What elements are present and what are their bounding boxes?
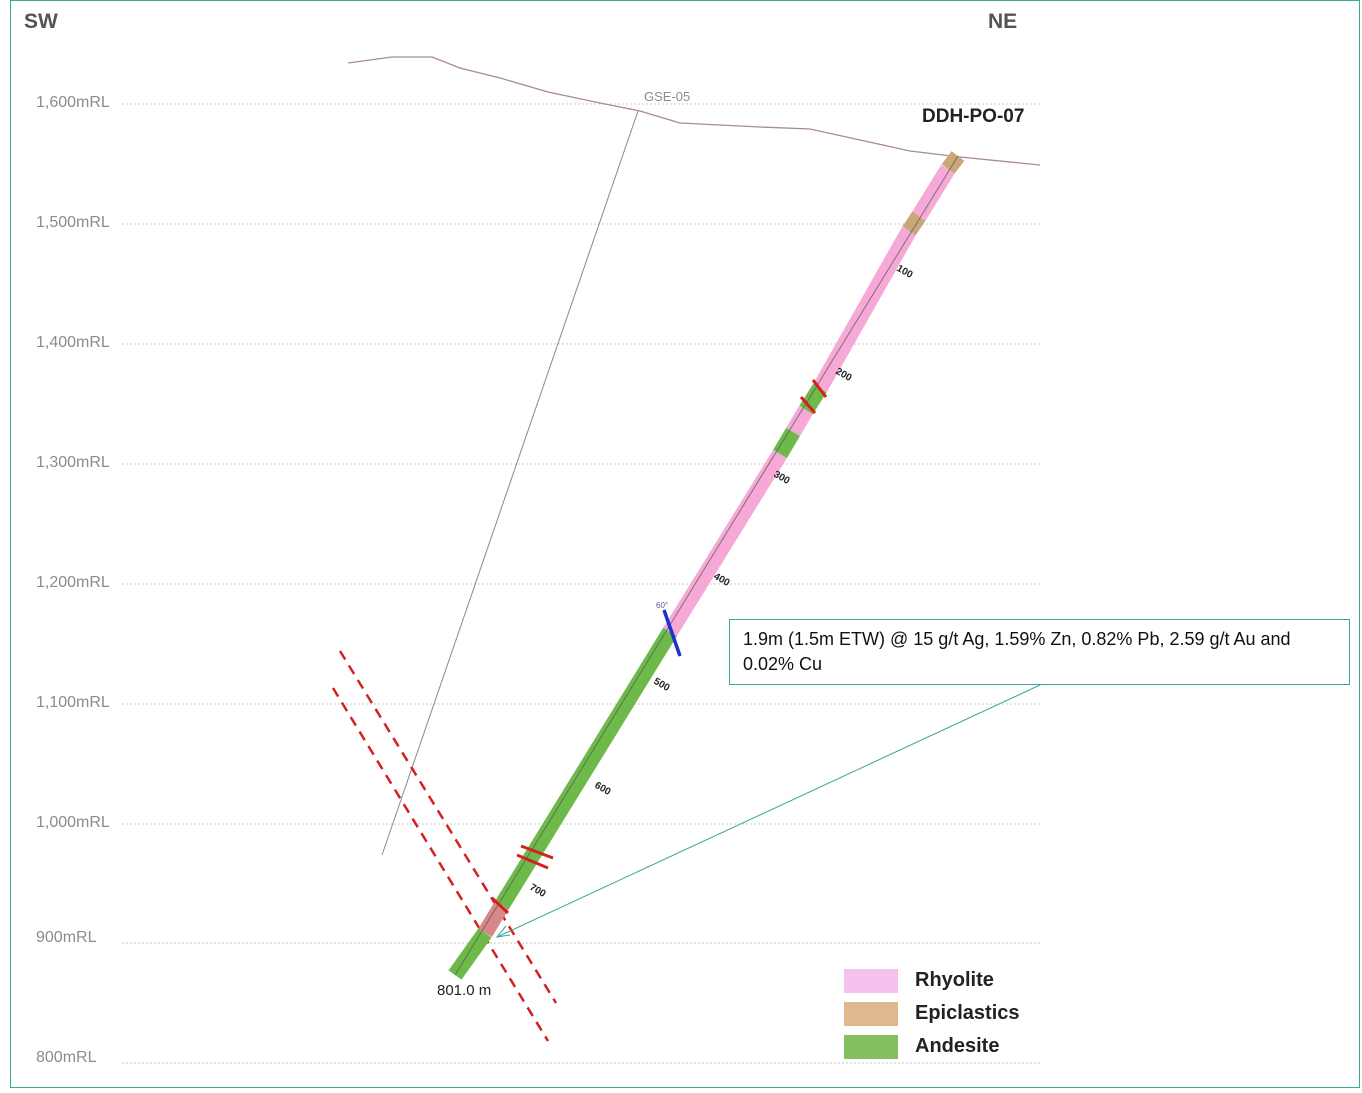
direction-left: SW bbox=[24, 10, 58, 33]
depth-tick-300: 300 bbox=[772, 469, 792, 487]
legend-swatch-rhyolite bbox=[844, 968, 898, 993]
end-of-hole-label: 801.0 m bbox=[437, 982, 492, 999]
reference-hole-label: GSE-05 bbox=[644, 89, 691, 104]
rl-label-1600: 1,600mRL bbox=[36, 94, 110, 111]
interval-rhyolite-1 bbox=[912, 164, 955, 221]
legend-label-rhyolite: Rhyolite bbox=[915, 969, 994, 991]
callout-leader bbox=[495, 684, 1041, 938]
drill-hole-intervals bbox=[448, 151, 965, 980]
structure-angle-label: 60° bbox=[656, 601, 668, 610]
depth-tick-100: 100 bbox=[895, 263, 915, 281]
interval-andesite-2 bbox=[773, 427, 800, 459]
reference-hole-trace bbox=[381, 110, 639, 856]
topography-line bbox=[347, 56, 1041, 166]
legend-label-andesite: Andesite bbox=[915, 1035, 1000, 1057]
rl-label-900: 900mRL bbox=[36, 929, 97, 946]
rl-gridlines bbox=[122, 103, 1040, 1064]
rl-label-1500: 1,500mRL bbox=[36, 214, 110, 231]
interval-rhyolite-3 bbox=[786, 405, 813, 437]
legend-item-rhyolite: Rhyolite bbox=[844, 964, 1020, 997]
intercept-callout: 1.9m (1.5m ETW) @ 15 g/t Ag, 1.59% Zn, 0… bbox=[729, 619, 1350, 685]
rl-label-1000: 1,000mRL bbox=[36, 814, 110, 831]
rl-label-1100: 1,100mRL bbox=[36, 694, 110, 711]
direction-right: NE bbox=[988, 10, 1018, 33]
legend-item-epiclastics: Epiclastics bbox=[844, 997, 1020, 1030]
legend-item-andesite: Andesite bbox=[844, 1030, 1020, 1063]
drill-hole-label: DDH-PO-07 bbox=[922, 106, 1025, 127]
rl-label-1200: 1,200mRL bbox=[36, 574, 110, 591]
drill-hole-trace bbox=[454, 155, 959, 976]
legend-swatch-epiclastics bbox=[844, 1001, 898, 1026]
fault-lines bbox=[331, 650, 558, 1042]
depth-tick-500: 500 bbox=[652, 676, 672, 694]
structure-measurement bbox=[662, 609, 682, 657]
fault-intersections bbox=[490, 379, 828, 915]
interval-mineralised bbox=[478, 900, 509, 938]
depth-tick-600: 600 bbox=[593, 780, 613, 798]
section-frame bbox=[10, 0, 1360, 1088]
rl-label-800: 800mRL bbox=[36, 1049, 97, 1066]
interval-andesite-3 bbox=[495, 627, 677, 910]
depth-ticks: 100 200 300 400 500 600 700 bbox=[528, 263, 915, 900]
legend-swatch-andesite bbox=[844, 1034, 898, 1059]
rl-label-1400: 1,400mRL bbox=[36, 334, 110, 351]
depth-tick-700: 700 bbox=[528, 882, 548, 900]
interval-rhyolite-2 bbox=[813, 227, 916, 392]
legend-label-epiclastics: Epiclastics bbox=[915, 1002, 1020, 1024]
depth-tick-400: 400 bbox=[712, 571, 732, 589]
rl-label-1300: 1,300mRL bbox=[36, 454, 110, 471]
interval-andesite-4 bbox=[448, 928, 492, 980]
interval-rhyolite-4 bbox=[663, 449, 787, 637]
depth-tick-200: 200 bbox=[834, 366, 854, 384]
intercept-callout-text: 1.9m (1.5m ETW) @ 15 g/t Ag, 1.59% Zn, 0… bbox=[743, 629, 1291, 674]
lithology-legend: Rhyolite Epiclastics Andesite bbox=[844, 964, 1020, 1063]
interval-epiclastics-2 bbox=[902, 211, 926, 236]
